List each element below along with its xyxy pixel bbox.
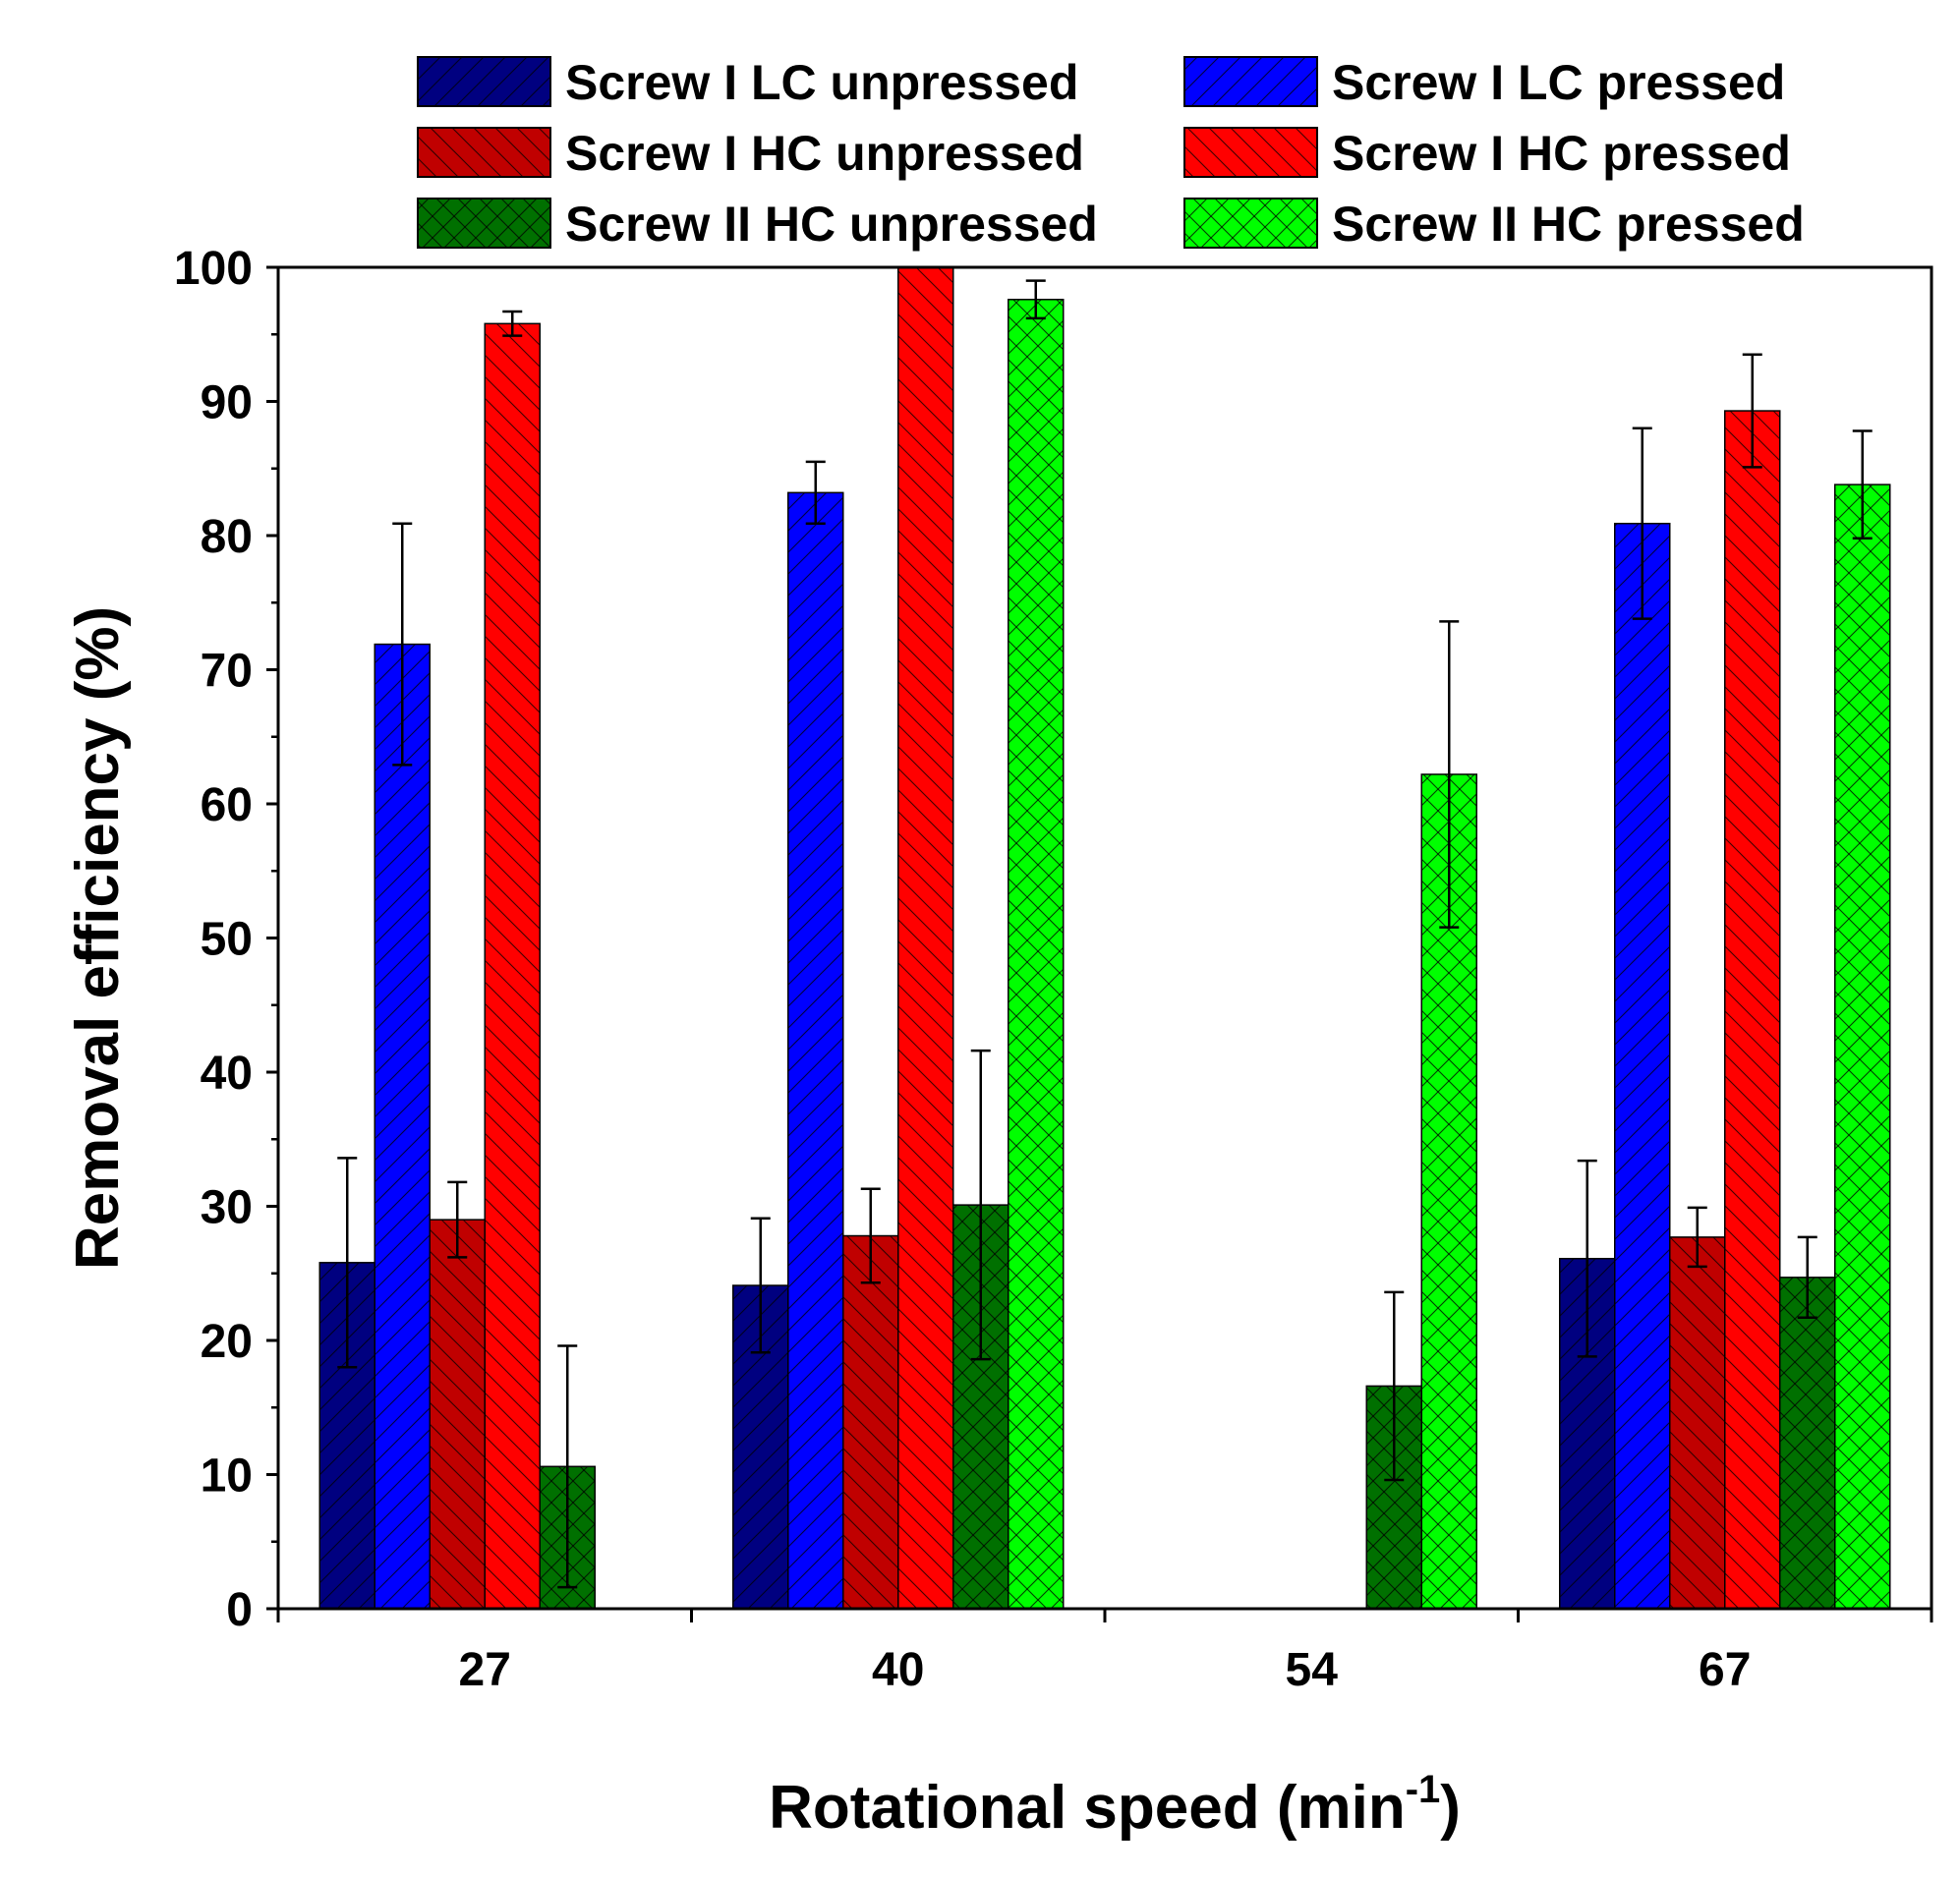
bars-layer xyxy=(318,266,1891,1610)
legend-swatch xyxy=(417,127,551,178)
legend-label: Screw I LC pressed xyxy=(1332,55,1785,110)
y-tick-label: 90 xyxy=(201,377,253,429)
legend: Screw I LC unpressed Screw I LC pressed Sc… xyxy=(417,55,1805,252)
error-bar-screw-i-hc-unpressed-27 xyxy=(447,1180,468,1259)
y-tick-label: 10 xyxy=(201,1450,253,1503)
legend-item-screw-ii-hc-pressed: Screw II HC pressed xyxy=(1183,197,1805,252)
error-bar-screw-i-hc-pressed-67 xyxy=(1742,353,1762,469)
y-tick-label: 50 xyxy=(201,914,253,966)
error-bar-screw-i-hc-unpressed-40 xyxy=(860,1187,881,1284)
legend-swatch xyxy=(1183,198,1318,249)
y-tick-label: 0 xyxy=(226,1584,253,1636)
y-tick-label: 30 xyxy=(201,1182,253,1234)
x-axis: 27 40 54 67 xyxy=(276,1609,1933,1696)
error-bar-screw-ii-hc-pressed-67 xyxy=(1852,429,1873,540)
bar-screw-ii-hc-pressed-67 xyxy=(1834,483,1891,1610)
legend-label: Screw II HC unpressed xyxy=(565,197,1098,252)
y-tick-label: 100 xyxy=(174,243,253,295)
bar-screw-i-lc-pressed-67 xyxy=(1614,522,1671,1610)
bar-screw-i-lc-pressed-40 xyxy=(787,491,844,1610)
legend-item-screw-i-hc-pressed: Screw I HC pressed xyxy=(1183,126,1791,181)
legend-item-screw-ii-hc-unpressed: Screw II HC unpressed xyxy=(417,197,1098,252)
bar-screw-i-hc-pressed-67 xyxy=(1724,410,1781,1610)
bar-screw-i-lc-pressed-27 xyxy=(374,643,431,1610)
x-axis-title-suffix: ) xyxy=(1440,1774,1461,1842)
y-tick-label: 20 xyxy=(201,1316,253,1368)
bar-screw-i-hc-unpressed-27 xyxy=(429,1219,486,1610)
error-bar-screw-i-lc-unpressed-27 xyxy=(337,1157,358,1369)
bar-screw-i-hc-pressed-40 xyxy=(897,266,954,1610)
error-bar-screw-i-hc-pressed-27 xyxy=(502,310,523,337)
error-bar-screw-ii-hc-pressed-54 xyxy=(1439,620,1460,929)
legend-swatch xyxy=(417,56,551,107)
error-bar-screw-ii-hc-pressed-40 xyxy=(1025,279,1046,320)
y-tick-label: 70 xyxy=(201,646,253,698)
x-tick-label-40: 40 xyxy=(872,1644,924,1696)
error-bar-screw-i-lc-pressed-40 xyxy=(805,460,826,525)
x-axis-title-superscript: -1 xyxy=(1406,1768,1441,1811)
bar-screw-i-hc-unpressed-67 xyxy=(1669,1236,1726,1610)
legend-item-screw-i-lc-unpressed: Screw I LC unpressed xyxy=(417,55,1078,110)
x-tick-label-54: 54 xyxy=(1286,1644,1339,1696)
bar-screw-i-hc-unpressed-40 xyxy=(842,1234,899,1610)
y-tick-label: 60 xyxy=(201,779,253,831)
legend-label: Screw I LC unpressed xyxy=(565,55,1078,110)
error-bar-screw-ii-hc-unpressed-54 xyxy=(1384,1290,1405,1482)
x-axis-title-main: Rotational speed (min xyxy=(769,1774,1406,1842)
error-bar-screw-ii-hc-unpressed-40 xyxy=(970,1049,991,1361)
legend-label: Screw I HC pressed xyxy=(1332,126,1791,181)
error-bar-screw-i-lc-unpressed-67 xyxy=(1577,1159,1597,1358)
legend-swatch xyxy=(1183,127,1318,178)
legend-swatch xyxy=(1183,56,1318,107)
y-tick-label: 40 xyxy=(201,1048,253,1100)
legend-swatch xyxy=(417,198,551,249)
error-bar-screw-ii-hc-unpressed-27 xyxy=(557,1344,578,1589)
error-bars-layer xyxy=(337,279,1873,1589)
legend-label: Screw I HC unpressed xyxy=(565,126,1084,181)
error-bar-screw-i-hc-unpressed-67 xyxy=(1687,1206,1707,1269)
x-tick-label-67: 67 xyxy=(1699,1644,1751,1696)
error-bar-screw-ii-hc-unpressed-67 xyxy=(1797,1235,1817,1320)
x-tick-label-27: 27 xyxy=(459,1644,511,1696)
error-bar-screw-i-lc-unpressed-40 xyxy=(750,1217,771,1354)
bar-screw-ii-hc-unpressed-67 xyxy=(1779,1277,1836,1610)
bar-screw-i-hc-pressed-27 xyxy=(484,322,541,1610)
y-axis: 0 10 20 30 40 50 60 70 80 90 100 xyxy=(174,243,278,1636)
y-axis-title: Removal efficiency (%) xyxy=(64,606,132,1270)
legend-label: Screw II HC pressed xyxy=(1332,197,1805,252)
legend-item-screw-i-hc-unpressed: Screw I HC unpressed xyxy=(417,126,1084,181)
error-bar-screw-i-lc-pressed-27 xyxy=(392,522,413,767)
error-bar-screw-i-lc-pressed-67 xyxy=(1632,427,1652,620)
x-axis-title: Rotational speed (min-1) xyxy=(769,1768,1461,1842)
legend-item-screw-i-lc-pressed: Screw I LC pressed xyxy=(1183,55,1785,110)
y-tick-label: 80 xyxy=(201,511,253,563)
bar-screw-ii-hc-pressed-40 xyxy=(1008,299,1065,1610)
